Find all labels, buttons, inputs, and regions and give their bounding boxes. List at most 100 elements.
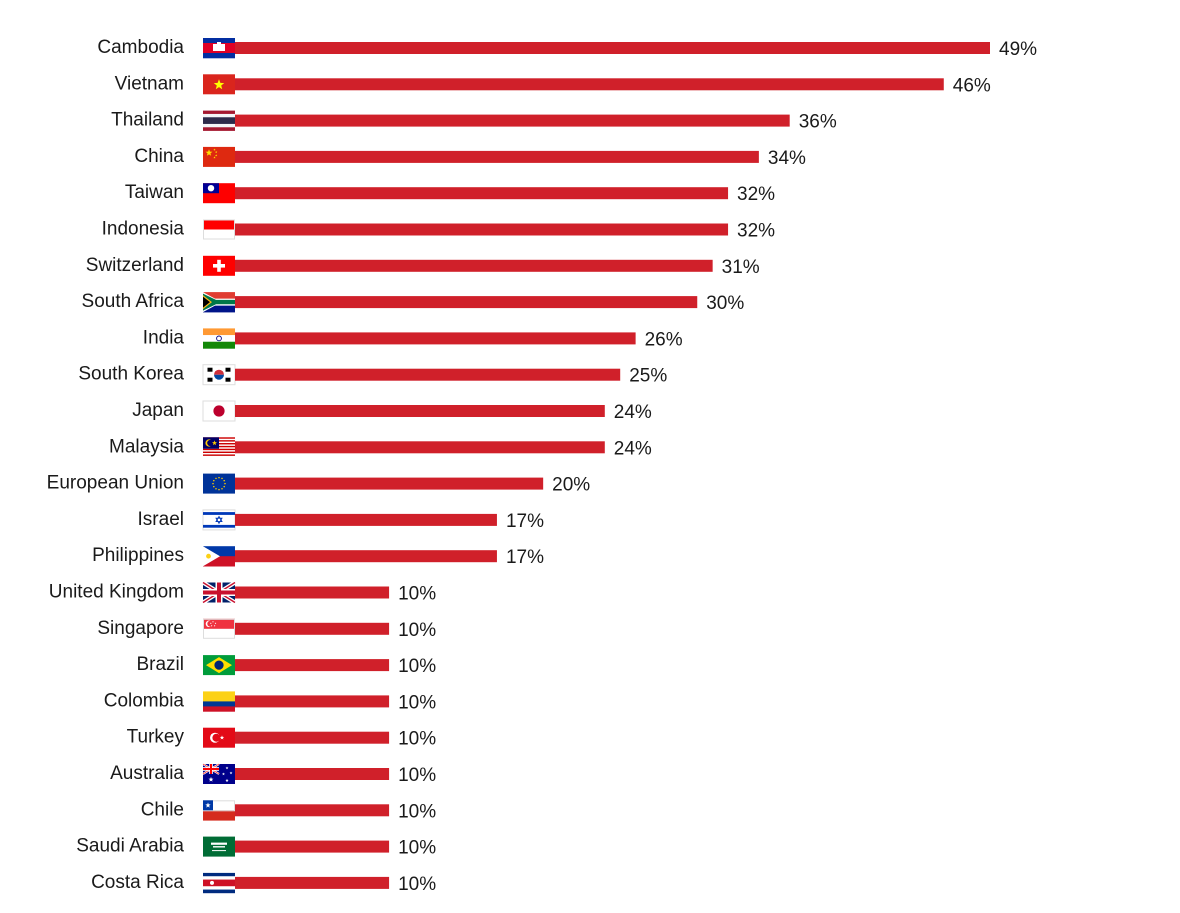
category-label: Vietnam [115, 73, 184, 94]
taiwan-flag-icon [203, 183, 235, 204]
bar-row: European Union 20% [47, 473, 591, 496]
bar [235, 296, 698, 309]
bar-row: Brazil 10% [136, 654, 436, 677]
value-label: 32% [737, 184, 775, 205]
value-label: 10% [398, 620, 436, 641]
bar-row: Saudi Arabia 10% [76, 836, 436, 859]
bar-row: China 34% [134, 146, 806, 169]
bar-row: Cambodia 49% [97, 37, 1037, 60]
indonesia-flag-icon [203, 219, 235, 240]
category-label: United Kingdom [49, 582, 184, 603]
malaysia-flag-icon [203, 437, 235, 458]
category-label: Chile [141, 799, 184, 820]
bar [235, 586, 390, 599]
value-label: 10% [398, 838, 436, 859]
bar [235, 332, 636, 345]
category-label: South Africa [82, 291, 185, 312]
category-label: Philippines [92, 545, 184, 566]
value-label: 30% [706, 293, 744, 314]
category-label: Brazil [136, 654, 184, 675]
bar [235, 187, 729, 200]
bar-row: United Kingdom 10% [49, 580, 436, 605]
bar [235, 114, 790, 127]
category-label: Taiwan [125, 182, 184, 203]
bar-row: Indonesia 32% [102, 219, 776, 242]
israel-flag-icon [202, 509, 236, 531]
bar-row: Vietnam 46% [115, 73, 991, 96]
value-label: 31% [722, 257, 760, 278]
category-label: Switzerland [86, 255, 184, 276]
value-label: 10% [398, 874, 436, 895]
vietnam-flag-icon [203, 74, 235, 95]
category-label: Singapore [97, 618, 184, 639]
value-label: 24% [614, 438, 652, 459]
bar-row: Singapore 10% [97, 618, 436, 641]
value-label: 17% [506, 547, 544, 568]
australia-flag-icon [202, 763, 235, 784]
bar-row: Philippines 17% [92, 545, 544, 568]
bar-row: Australia 10% [110, 763, 436, 786]
value-label: 36% [799, 112, 837, 133]
colombia-flag-icon [203, 691, 235, 712]
value-label: 25% [629, 366, 667, 387]
bar [235, 731, 390, 744]
value-label: 20% [552, 475, 590, 496]
bar [235, 622, 390, 635]
japan-flag-icon [202, 400, 236, 422]
bar [235, 477, 544, 490]
category-label: Malaysia [109, 436, 184, 457]
bar [235, 259, 713, 272]
category-label: South Korea [78, 364, 184, 385]
category-label: Thailand [111, 110, 184, 131]
value-label: 10% [398, 692, 436, 713]
turkey-flag-icon [203, 727, 235, 748]
value-label: 17% [506, 511, 544, 532]
south-africa-flag-icon [203, 292, 235, 313]
bar-row: Israel 17% [138, 509, 545, 532]
thailand-flag-icon [203, 110, 235, 131]
bar [235, 804, 390, 817]
value-label: 49% [999, 39, 1037, 60]
category-label: Turkey [127, 727, 185, 748]
value-label: 10% [398, 729, 436, 750]
bar [235, 42, 990, 54]
value-label: 10% [398, 584, 436, 605]
philippines-flag-icon [203, 546, 235, 567]
united-kingdom-flag-icon [201, 580, 237, 605]
bar-row: South Africa 30% [82, 291, 745, 314]
switzerland-flag-icon [203, 255, 235, 276]
category-label: Israel [138, 509, 184, 530]
saudi-arabia-flag-icon [203, 836, 235, 857]
category-label: India [143, 327, 185, 348]
bar [235, 695, 390, 708]
value-label: 34% [768, 148, 806, 169]
value-label: 24% [614, 402, 652, 423]
bar-row: India 26% [143, 327, 683, 350]
bar [235, 368, 621, 381]
category-label: Indonesia [102, 219, 185, 240]
india-flag-icon [203, 328, 235, 349]
bar [235, 876, 390, 889]
value-label: 10% [398, 801, 436, 822]
brazil-flag-icon [203, 655, 235, 676]
bar-row: Japan 24% [132, 400, 652, 423]
china-flag-icon [203, 146, 235, 167]
category-label: European Union [47, 473, 184, 494]
bar-row: Colombia 10% [104, 690, 436, 713]
bar [235, 78, 944, 91]
bar [235, 441, 605, 454]
bar-row: Chile 10% [141, 799, 437, 822]
bar-row: Malaysia 24% [109, 436, 652, 459]
bar [235, 550, 497, 563]
bar [235, 513, 497, 526]
south-korea-flag-icon [202, 364, 236, 386]
category-label: Australia [110, 763, 184, 784]
bar-row: South Korea 25% [78, 364, 667, 387]
bar-row: Turkey 10% [127, 727, 437, 750]
bar-row: Costa Rica 10% [91, 872, 436, 895]
costa-rica-flag-icon [203, 872, 235, 894]
value-label: 32% [737, 221, 775, 242]
bar-row: Taiwan 32% [125, 182, 775, 205]
category-label: Costa Rica [91, 872, 184, 893]
